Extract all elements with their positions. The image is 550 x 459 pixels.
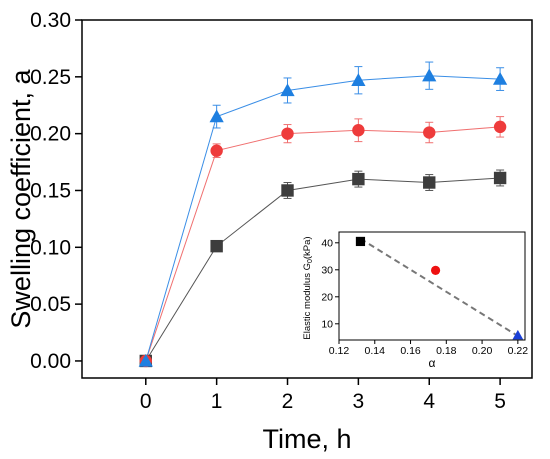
y-tick-label: 0.25 xyxy=(30,66,71,89)
inset-y-tick-label: 20 xyxy=(321,291,333,303)
inset-y-tick-label: 10 xyxy=(321,318,333,330)
y-tick-label: 0.30 xyxy=(30,9,71,32)
series-2-line xyxy=(145,126,501,362)
y-tick-label: 0.10 xyxy=(30,236,71,259)
series-1-point xyxy=(281,184,294,197)
inset-x-axis-label: α xyxy=(429,356,436,370)
inset-y-axis-label: Elastic modulus G0(kPa) xyxy=(302,236,314,339)
x-tick-label: 3 xyxy=(353,390,365,413)
x-tick-label: 0 xyxy=(140,390,152,413)
inset-axes: 0.12 0.14 0.16 0.18 0.20 0.22 10 20 30 40 xyxy=(321,237,528,357)
y-tick-label: 0.00 xyxy=(30,350,71,373)
inset-x-tick-label: 0.20 xyxy=(472,345,493,357)
x-tick-label: 4 xyxy=(423,390,435,413)
inset-x-tick-label: 0.16 xyxy=(400,345,421,357)
inset-y-label-unit: (kPa) xyxy=(302,236,313,259)
series-3-point xyxy=(138,353,153,367)
inset-y-label-main: Elastic modulus G xyxy=(302,263,313,340)
series-3-point xyxy=(280,83,295,97)
inset-plot-frame xyxy=(338,231,526,341)
x-tick-label: 5 xyxy=(494,390,506,413)
series-3-point xyxy=(422,68,437,82)
y-tick-label: 0.05 xyxy=(30,293,71,316)
series-1-line xyxy=(145,177,501,362)
series-1-point xyxy=(423,176,436,189)
inset-point-3 xyxy=(512,329,524,340)
x-tick-label: 2 xyxy=(282,390,294,413)
inset-y-tick-label: 30 xyxy=(321,264,333,276)
inset-content xyxy=(355,236,524,340)
main-series-group xyxy=(138,61,508,368)
main-x-axis-label: Time, h xyxy=(262,424,351,454)
inset-x-tick-label: 0.22 xyxy=(508,345,529,357)
inset-point-2 xyxy=(430,265,441,275)
main-axes: 0 1 2 3 4 5 0.00 0.05 0.10 0.15 0.20 0.25 0.30 xyxy=(30,9,506,413)
series-2-point xyxy=(210,144,223,157)
series-3-point xyxy=(351,73,366,86)
inset-y-label-subscript: 0 xyxy=(307,259,314,263)
series-1-point xyxy=(352,172,365,186)
series-1-point xyxy=(210,239,223,253)
inset-x-tick-label: 0.12 xyxy=(329,345,350,357)
series-2-point xyxy=(281,127,294,140)
series-2-point xyxy=(352,124,365,137)
series-3-point xyxy=(209,109,224,123)
series-2-point xyxy=(493,120,507,134)
main-plot: 0 1 2 3 4 5 0.00 0.05 0.10 0.15 0.20 0.25 0.30 Time,… xyxy=(6,9,533,454)
main-plot-frame xyxy=(81,19,533,379)
series-2-point xyxy=(423,126,436,139)
y-tick-label: 0.20 xyxy=(30,123,71,146)
series-1-point xyxy=(493,171,507,185)
series-3-point xyxy=(492,71,508,85)
main-y-axis-label: Swelling coefficient, a xyxy=(6,68,36,328)
inset-x-tick-label: 0.14 xyxy=(365,345,386,357)
series-3-line xyxy=(145,75,501,362)
inset-x-tick-label: 0.18 xyxy=(436,345,457,357)
x-tick-label: 1 xyxy=(211,390,223,413)
inset-plot: 0.12 0.14 0.16 0.18 0.20 0.22 10 20 30 40 α Elast… xyxy=(302,231,528,370)
inset-background xyxy=(339,232,525,340)
inset-point-1 xyxy=(355,236,366,247)
y-tick-label: 0.15 xyxy=(30,179,71,202)
inset-y-tick-label: 40 xyxy=(321,237,333,249)
inset-trend-line xyxy=(359,237,519,337)
